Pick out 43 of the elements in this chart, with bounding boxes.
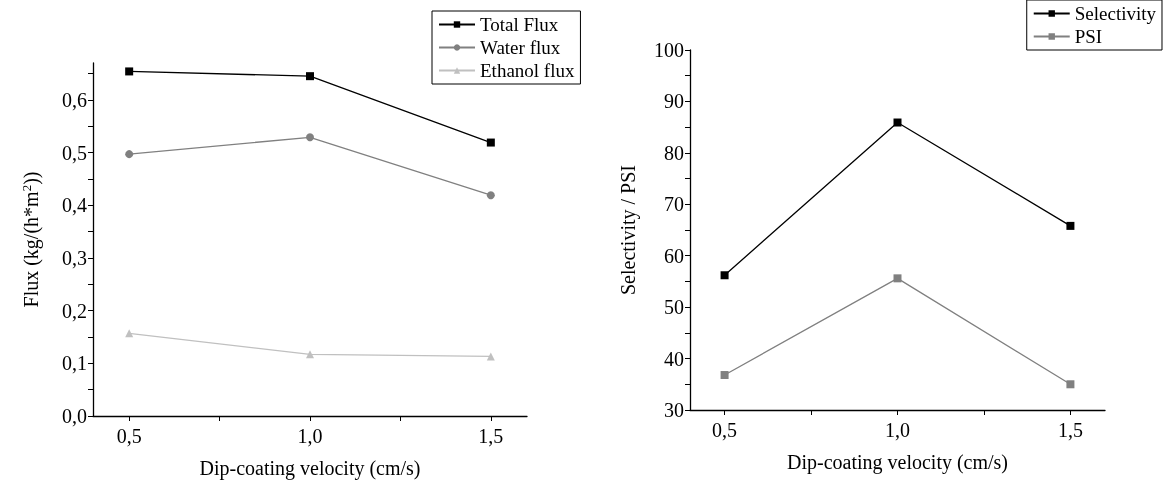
y-tick-label: 0,1 bbox=[62, 352, 87, 375]
point bbox=[720, 371, 729, 380]
point bbox=[306, 72, 314, 81]
y-tick-label: 80 bbox=[664, 141, 684, 164]
y-tick-label: 70 bbox=[664, 193, 684, 216]
y-tick-label: 0,0 bbox=[62, 405, 87, 427]
x-tick-label: 1,5 bbox=[1057, 419, 1083, 441]
legend-label: PSI bbox=[1074, 26, 1103, 47]
legend-label: Water flux bbox=[480, 37, 561, 58]
point bbox=[1066, 380, 1075, 389]
y-tick-label: 40 bbox=[664, 347, 684, 370]
point bbox=[306, 350, 314, 359]
point bbox=[125, 150, 134, 159]
y-tick-label: 0,4 bbox=[62, 194, 87, 217]
legend-label: Ethanol flux bbox=[480, 60, 575, 81]
y-tick-label: 30 bbox=[664, 399, 684, 421]
point bbox=[125, 67, 134, 76]
point bbox=[893, 118, 902, 127]
point bbox=[486, 138, 495, 147]
y-axis-title: Flux (kg/(h*m2)) bbox=[19, 171, 43, 308]
x-tick-label: 1,5 bbox=[478, 425, 504, 447]
y-tick-label: 0,3 bbox=[62, 246, 87, 269]
y-tick-label: 90 bbox=[664, 90, 684, 113]
point bbox=[1066, 221, 1075, 230]
y-axis-title: Selectivity / PSI bbox=[617, 165, 640, 295]
x-tick-label: 0,5 bbox=[116, 425, 142, 447]
x-axis-title: Dip-coating velocity (cm/s) bbox=[786, 451, 1009, 474]
legend-label: Selectivity bbox=[1074, 3, 1157, 24]
x-tick-label: 0,5 bbox=[712, 419, 738, 441]
point bbox=[486, 191, 495, 200]
y-tick-label: 100 bbox=[654, 39, 684, 61]
point bbox=[306, 133, 314, 142]
x-tick-label: 1,0 bbox=[297, 425, 323, 447]
y-tick-label: 50 bbox=[664, 296, 684, 319]
point bbox=[893, 274, 902, 283]
y-tick-label: 0,2 bbox=[62, 299, 87, 322]
y-tick-label: 0,5 bbox=[62, 141, 87, 164]
legend-label: Total Flux bbox=[480, 14, 559, 35]
y-tick-label: 60 bbox=[664, 244, 684, 267]
point bbox=[720, 271, 729, 280]
x-axis-title: Dip-coating velocity (cm/s) bbox=[199, 457, 421, 480]
y-tick-label: 0,6 bbox=[62, 88, 87, 111]
x-tick-label: 1,0 bbox=[885, 419, 910, 441]
